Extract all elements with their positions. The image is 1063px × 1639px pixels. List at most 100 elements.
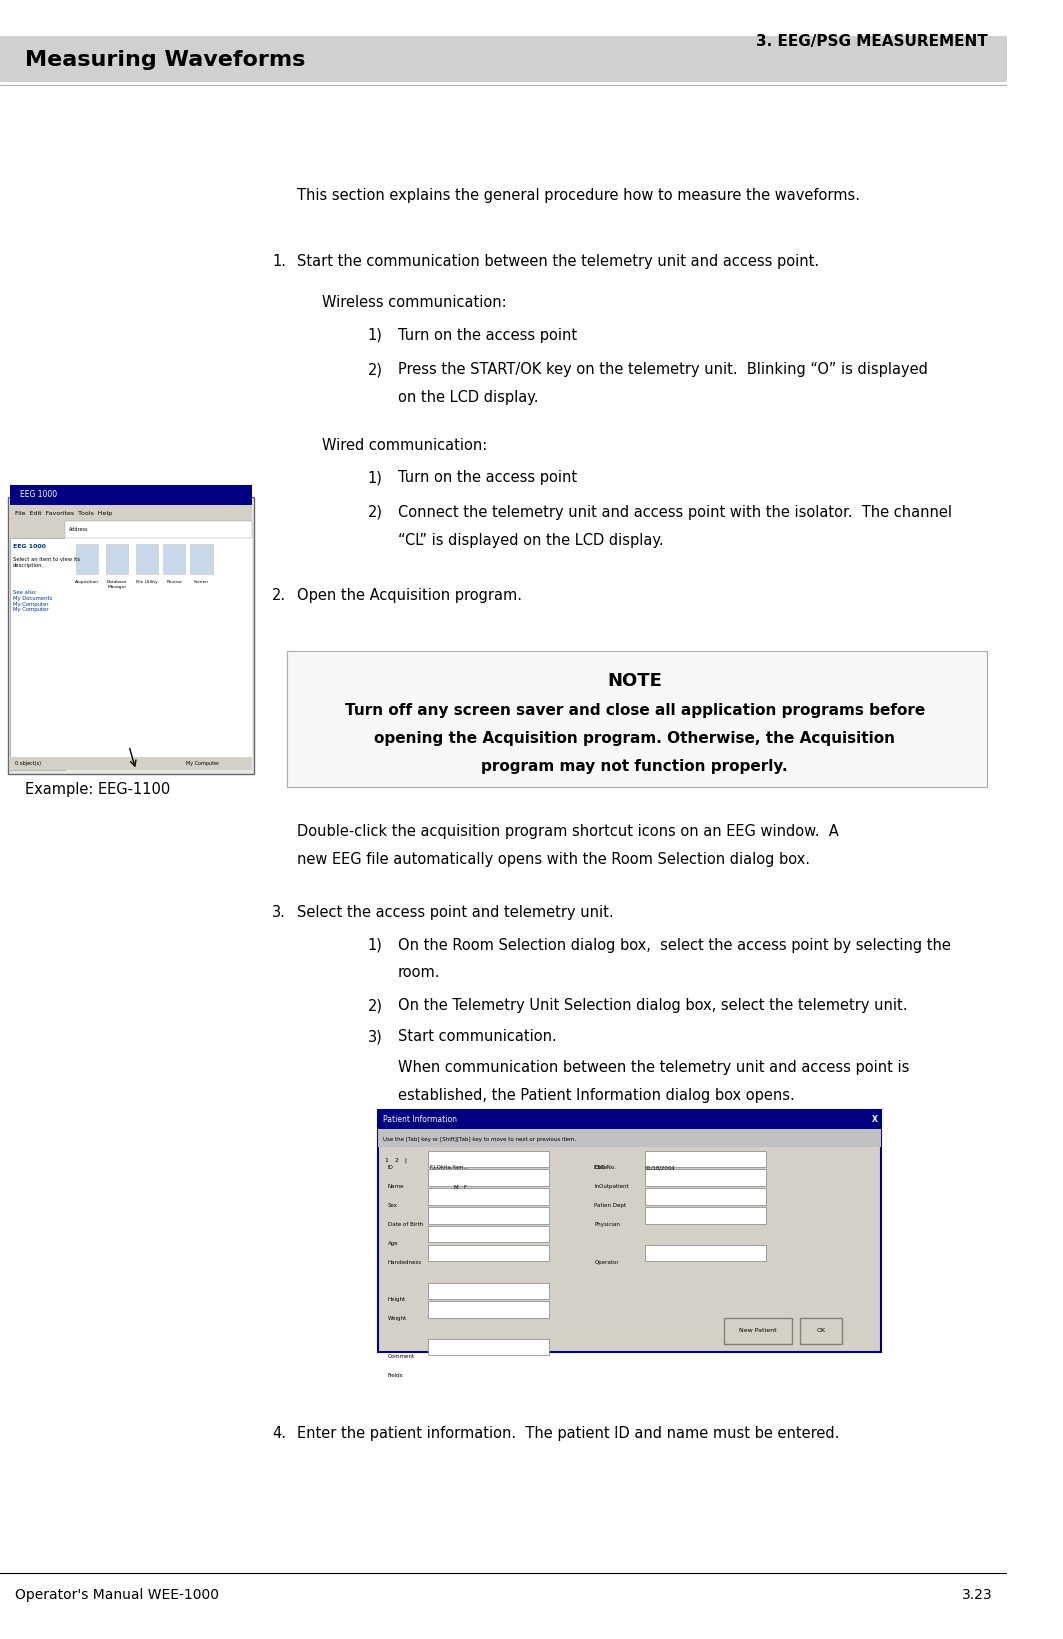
Bar xyxy=(428,1282,550,1300)
Bar xyxy=(428,1301,550,1318)
Text: F: F xyxy=(463,1185,467,1190)
Text: Measuring Waveforms: Measuring Waveforms xyxy=(26,49,305,70)
FancyBboxPatch shape xyxy=(724,1318,792,1344)
Text: EEG No.: EEG No. xyxy=(594,1165,617,1170)
Text: Turn on the access point: Turn on the access point xyxy=(398,470,577,485)
Text: Double-click the acquisition program shortcut icons on an EEG window.  A: Double-click the acquisition program sho… xyxy=(298,824,839,839)
Bar xyxy=(645,1246,765,1262)
Bar xyxy=(164,544,185,574)
Bar xyxy=(190,544,213,574)
Text: File  Edit  Favorites  Tools  Help: File Edit Favorites Tools Help xyxy=(15,510,113,516)
Text: room.: room. xyxy=(398,965,440,980)
Text: Patient Information: Patient Information xyxy=(383,1115,457,1124)
Text: Connect the telemetry unit and access point with the isolator.  The channel: Connect the telemetry unit and access po… xyxy=(398,505,952,520)
Text: Operator: Operator xyxy=(594,1259,619,1265)
Text: My Computer: My Computer xyxy=(186,760,220,767)
Text: 3): 3) xyxy=(368,1029,383,1044)
Text: Acquisition: Acquisition xyxy=(74,580,99,583)
Text: Select an item to view its
description.: Select an item to view its description. xyxy=(13,557,80,569)
Bar xyxy=(428,1206,550,1223)
Text: On the Room Selection dialog box,  select the access point by selecting the: On the Room Selection dialog box, select… xyxy=(398,938,950,952)
Text: Start communication.: Start communication. xyxy=(398,1029,557,1044)
Bar xyxy=(383,1151,877,1344)
Text: Enter the patient information.  The patient ID and name must be entered.: Enter the patient information. The patie… xyxy=(298,1426,840,1441)
Text: 01/18/2004: 01/18/2004 xyxy=(645,1165,675,1170)
Bar xyxy=(428,1170,550,1187)
Text: Patien Dept: Patien Dept xyxy=(594,1203,626,1208)
Text: opening the Acquisition program. Otherwise, the Acquisition: opening the Acquisition program. Otherwi… xyxy=(374,731,895,746)
Text: Age: Age xyxy=(388,1241,399,1246)
FancyBboxPatch shape xyxy=(9,497,254,774)
Text: 1.: 1. xyxy=(272,254,286,269)
Text: Physician: Physician xyxy=(594,1223,620,1228)
Bar xyxy=(66,538,252,770)
Bar xyxy=(428,1339,550,1355)
Text: Date: Date xyxy=(594,1165,608,1170)
Text: 3.23: 3.23 xyxy=(962,1588,992,1601)
Text: See also:
My Documents
My Computer
My Computer: See also: My Documents My Computer My Co… xyxy=(13,590,52,613)
Bar xyxy=(645,1206,765,1223)
Text: Turn off any screen saver and close all application programs before: Turn off any screen saver and close all … xyxy=(344,703,925,718)
Text: Comment: Comment xyxy=(388,1354,415,1359)
Text: Example: EEG-1100: Example: EEG-1100 xyxy=(26,782,170,797)
Text: X: X xyxy=(872,1115,877,1124)
Bar xyxy=(10,538,66,770)
Bar xyxy=(10,505,252,520)
Text: Database
Manager: Database Manager xyxy=(106,580,128,588)
Text: File Utility: File Utility xyxy=(136,580,158,583)
Text: Height: Height xyxy=(388,1298,406,1303)
FancyBboxPatch shape xyxy=(799,1318,842,1344)
Bar xyxy=(75,544,98,574)
Text: New Patient: New Patient xyxy=(739,1328,776,1334)
Bar xyxy=(428,1151,550,1167)
Text: 1): 1) xyxy=(368,328,383,343)
Bar xyxy=(645,1151,765,1167)
Text: established, the Patient Information dialog box opens.: established, the Patient Information dia… xyxy=(398,1088,795,1103)
Text: 3. EEG/PSG MEASUREMENT: 3. EEG/PSG MEASUREMENT xyxy=(756,34,988,49)
Bar xyxy=(106,544,128,574)
Bar xyxy=(377,1129,881,1147)
Text: Screen: Screen xyxy=(193,580,209,583)
Text: Use the [Tab] key or [Shift][Tab] key to move to next or previous item.: Use the [Tab] key or [Shift][Tab] key to… xyxy=(383,1136,576,1142)
Bar xyxy=(428,1226,550,1242)
Bar xyxy=(428,1246,550,1262)
Text: 0 object(s): 0 object(s) xyxy=(15,760,41,767)
Text: When communication between the telemetry unit and access point is: When communication between the telemetry… xyxy=(398,1060,909,1075)
Bar xyxy=(10,485,252,505)
Text: Operator's Manual WEE-1000: Operator's Manual WEE-1000 xyxy=(15,1588,219,1601)
Text: “CL” is displayed on the LCD display.: “CL” is displayed on the LCD display. xyxy=(398,533,663,547)
Bar xyxy=(645,1188,765,1205)
Text: EEG 1000: EEG 1000 xyxy=(13,544,46,549)
Text: NOTE: NOTE xyxy=(607,672,662,690)
Text: Wireless communication:: Wireless communication: xyxy=(322,295,507,310)
Bar xyxy=(377,1110,881,1129)
Text: 2.: 2. xyxy=(272,588,286,603)
Text: program may not function properly.: program may not function properly. xyxy=(482,759,788,774)
Text: OK: OK xyxy=(816,1328,826,1334)
Text: Sex: Sex xyxy=(388,1203,398,1208)
Text: F,J,Okita,Yam...: F,J,Okita,Yam... xyxy=(429,1165,469,1170)
Text: ID: ID xyxy=(388,1165,393,1170)
Text: on the LCD display.: on the LCD display. xyxy=(398,390,539,405)
Bar xyxy=(645,1170,765,1187)
Text: Review: Review xyxy=(167,580,182,583)
Bar xyxy=(136,544,158,574)
Text: Turn on the access point: Turn on the access point xyxy=(398,328,577,343)
Text: Fields: Fields xyxy=(388,1373,403,1378)
Text: 2): 2) xyxy=(368,505,383,520)
Bar xyxy=(66,521,252,538)
Text: Select the access point and telemetry unit.: Select the access point and telemetry un… xyxy=(298,905,613,919)
Text: Date of Birth: Date of Birth xyxy=(388,1223,423,1228)
Text: On the Telemetry Unit Selection dialog box, select the telemetry unit.: On the Telemetry Unit Selection dialog b… xyxy=(398,998,908,1013)
Bar xyxy=(428,1188,550,1205)
Text: new EEG file automatically opens with the Room Selection dialog box.: new EEG file automatically opens with th… xyxy=(298,852,810,867)
Text: Press the START/OK key on the telemetry unit.  Blinking “O” is displayed: Press the START/OK key on the telemetry … xyxy=(398,362,928,377)
Text: Wired communication:: Wired communication: xyxy=(322,438,488,452)
Text: 1   2   |: 1 2 | xyxy=(385,1157,407,1162)
Text: Start the communication between the telemetry unit and access point.: Start the communication between the tele… xyxy=(298,254,820,269)
Text: Open the Acquisition program.: Open the Acquisition program. xyxy=(298,588,522,603)
Text: M: M xyxy=(453,1185,458,1190)
Text: This section explains the general procedure how to measure the waveforms.: This section explains the general proced… xyxy=(298,188,860,203)
Bar xyxy=(10,520,252,538)
Text: EEG 1000: EEG 1000 xyxy=(20,490,57,500)
